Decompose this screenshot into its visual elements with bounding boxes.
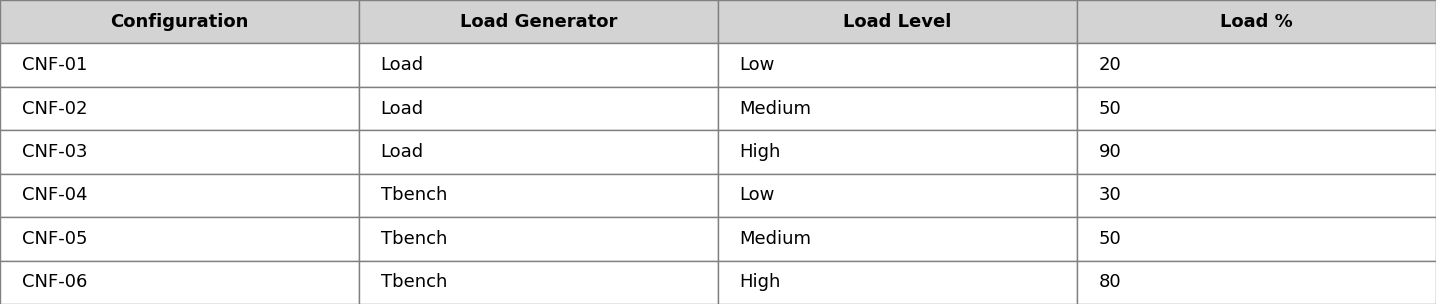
Text: Medium: Medium: [740, 230, 811, 248]
Bar: [359, 261, 718, 304]
Text: Load %: Load %: [1221, 13, 1292, 31]
Text: 20: 20: [1099, 56, 1122, 74]
Bar: [1077, 87, 1436, 130]
Text: CNF-05: CNF-05: [22, 230, 88, 248]
Text: 80: 80: [1099, 273, 1122, 291]
Text: Tbench: Tbench: [381, 230, 447, 248]
Bar: [0, 87, 359, 130]
Bar: [0, 174, 359, 217]
Bar: [0, 261, 359, 304]
Text: 50: 50: [1099, 100, 1122, 118]
Bar: [1077, 43, 1436, 87]
Bar: [0, 0, 359, 43]
Text: Load: Load: [381, 143, 424, 161]
Bar: [1077, 0, 1436, 43]
Text: Medium: Medium: [740, 100, 811, 118]
Bar: [718, 0, 1077, 43]
Text: Low: Low: [740, 186, 775, 204]
Text: CNF-03: CNF-03: [22, 143, 88, 161]
Text: 50: 50: [1099, 230, 1122, 248]
Bar: [718, 261, 1077, 304]
Bar: [1077, 261, 1436, 304]
Bar: [0, 217, 359, 261]
Text: CNF-04: CNF-04: [22, 186, 88, 204]
Text: Load: Load: [381, 100, 424, 118]
Text: High: High: [740, 143, 781, 161]
Text: Load Generator: Load Generator: [460, 13, 617, 31]
Text: Load: Load: [381, 56, 424, 74]
Text: CNF-01: CNF-01: [22, 56, 88, 74]
Text: 90: 90: [1099, 143, 1122, 161]
Text: Tbench: Tbench: [381, 273, 447, 291]
Bar: [0, 130, 359, 174]
Text: 30: 30: [1099, 186, 1122, 204]
Bar: [718, 217, 1077, 261]
Bar: [718, 87, 1077, 130]
Bar: [359, 0, 718, 43]
Text: Tbench: Tbench: [381, 186, 447, 204]
Bar: [1077, 217, 1436, 261]
Bar: [718, 130, 1077, 174]
Text: Load Level: Load Level: [843, 13, 952, 31]
Bar: [1077, 174, 1436, 217]
Text: Low: Low: [740, 56, 775, 74]
Bar: [1077, 130, 1436, 174]
Text: High: High: [740, 273, 781, 291]
Text: CNF-06: CNF-06: [22, 273, 88, 291]
Bar: [718, 43, 1077, 87]
Bar: [359, 174, 718, 217]
Bar: [0, 43, 359, 87]
Text: Configuration: Configuration: [111, 13, 248, 31]
Bar: [718, 174, 1077, 217]
Text: CNF-02: CNF-02: [22, 100, 88, 118]
Bar: [359, 217, 718, 261]
Bar: [359, 43, 718, 87]
Bar: [359, 130, 718, 174]
Bar: [359, 87, 718, 130]
